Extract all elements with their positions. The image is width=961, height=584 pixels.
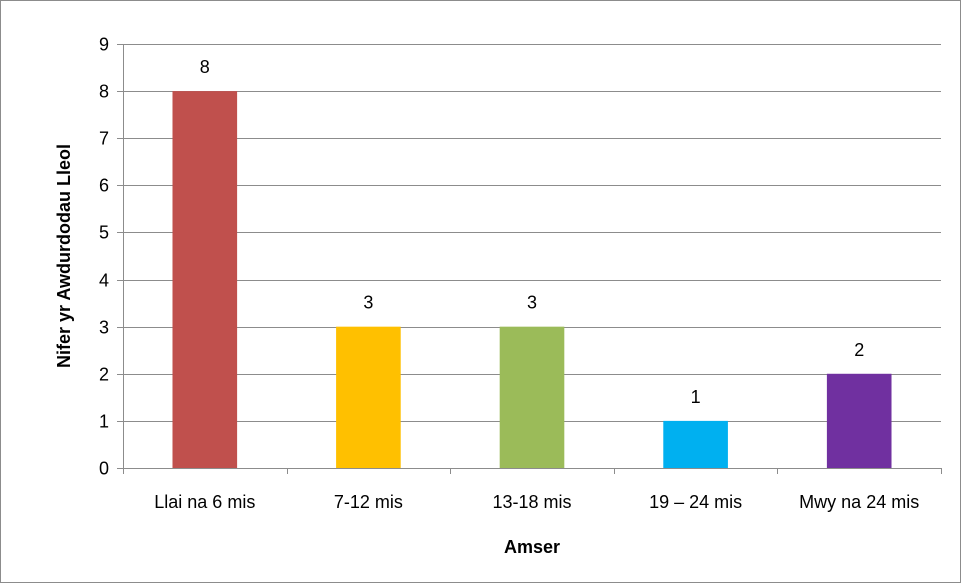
bar [336, 326, 401, 468]
y-axis-title: Nifer yr Awdurdodau Lleol [54, 144, 74, 368]
y-tick-label: 2 [99, 365, 109, 385]
bar [499, 326, 565, 468]
bar [172, 91, 238, 468]
x-tick-label: 7-12 mis [334, 492, 403, 512]
data-label: 3 [527, 293, 537, 313]
bar [663, 420, 728, 468]
x-tick-label: 19 – 24 mis [649, 492, 742, 512]
bars [172, 91, 892, 468]
data-label: 2 [854, 340, 864, 360]
labels: 0 1 2 3 4 5 6 7 8 9 8 Llai na 6 mis 3 7-12 mis 3 13-18 … [99, 35, 919, 513]
y-tick-label: 6 [99, 176, 109, 196]
data-label: 1 [691, 387, 701, 407]
y-tick-label: 5 [99, 223, 109, 243]
gridlines [123, 44, 941, 422]
x-tick-label: Mwy na 24 mis [799, 492, 919, 512]
axes [117, 44, 942, 474]
x-tick-label: Llai na 6 mis [154, 492, 255, 512]
y-tick-label: 3 [99, 318, 109, 338]
bar [826, 373, 892, 468]
x-tick-label: 13-18 mis [492, 492, 571, 512]
y-tick-label: 0 [99, 459, 109, 479]
x-axis-title: Amser [504, 537, 560, 557]
y-tick-label: 7 [99, 129, 109, 149]
y-tick-label: 8 [99, 82, 109, 102]
data-label: 8 [200, 57, 210, 77]
y-tick-label: 4 [99, 271, 109, 291]
data-label: 3 [363, 293, 373, 313]
y-tick-label: 1 [99, 412, 109, 432]
y-tick-label: 9 [99, 35, 109, 55]
